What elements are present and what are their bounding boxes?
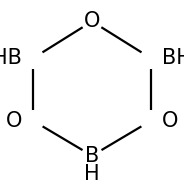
Text: BH: BH xyxy=(162,48,184,68)
Text: O: O xyxy=(6,111,22,131)
Text: HB: HB xyxy=(0,48,22,68)
Text: O: O xyxy=(162,111,178,131)
Text: B: B xyxy=(85,146,99,166)
Text: O: O xyxy=(84,11,100,31)
Text: H: H xyxy=(84,164,100,184)
